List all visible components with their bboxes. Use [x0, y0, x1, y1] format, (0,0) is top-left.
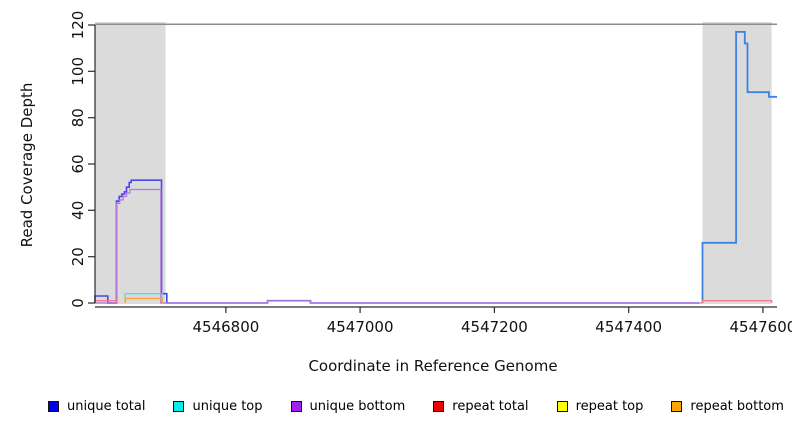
legend-swatch-repeat-total	[433, 401, 445, 412]
legend-label: unique bottom	[309, 399, 406, 414]
x-tick-label: 4547400	[595, 318, 662, 336]
x-tick-label: 4547000	[327, 318, 394, 336]
repeat-total-1-line	[701, 300, 773, 303]
legend-item-repeat-total: repeat total	[433, 399, 529, 414]
y-tick-label: 120	[69, 11, 87, 40]
legend-swatch-repeat-bottom	[671, 401, 683, 412]
repeat-region-left	[95, 22, 166, 304]
x-tick-label: 4546800	[192, 318, 259, 336]
unique-total-right-line	[701, 31, 777, 303]
y-tick-label: 100	[69, 57, 87, 86]
x-axis-title: Coordinate in Reference Genome	[308, 357, 558, 375]
legend-swatch-repeat-top	[556, 401, 568, 412]
y-tick-label: 80	[69, 108, 87, 127]
unique-bottom-line	[95, 188, 703, 304]
legend-item-repeat-top: repeat top	[556, 399, 644, 414]
legend-label: repeat bottom	[690, 399, 784, 414]
y-tick-label: 60	[69, 154, 87, 173]
repeat-region-right	[702, 22, 772, 304]
y-axis-title: Read Coverage Depth	[18, 82, 36, 248]
y-tick-label: 0	[69, 298, 87, 308]
legend-label: unique top	[192, 399, 263, 414]
legend-item-repeat-bottom: repeat bottom	[671, 399, 784, 414]
legend-item-unique-top: unique top	[173, 399, 263, 414]
legend-item-unique-bottom: unique bottom	[290, 399, 406, 414]
legend-swatch-unique-total	[48, 401, 59, 412]
legend-label: unique total	[67, 399, 146, 414]
legend: unique total unique top unique bottom repea…	[48, 399, 784, 414]
x-tick-label: 4547200	[461, 318, 528, 336]
legend-label: repeat top	[575, 399, 644, 414]
legend-swatch-unique-top	[173, 401, 185, 412]
unique-total-line	[94, 179, 700, 304]
y-tick-label: 20	[69, 247, 87, 266]
legend-item-unique-total: unique total	[48, 399, 145, 414]
plot-canvas: 4546800 4547000 4547200 4547400 4547600 0 20 40…	[69, 11, 792, 336]
y-tick-label: 40	[69, 201, 87, 220]
legend-swatch-unique-bottom	[290, 401, 302, 412]
repeat-bottom-line	[124, 297, 163, 303]
x-tick-label: 4547600	[729, 318, 792, 336]
legend-label: repeat total	[452, 399, 529, 414]
